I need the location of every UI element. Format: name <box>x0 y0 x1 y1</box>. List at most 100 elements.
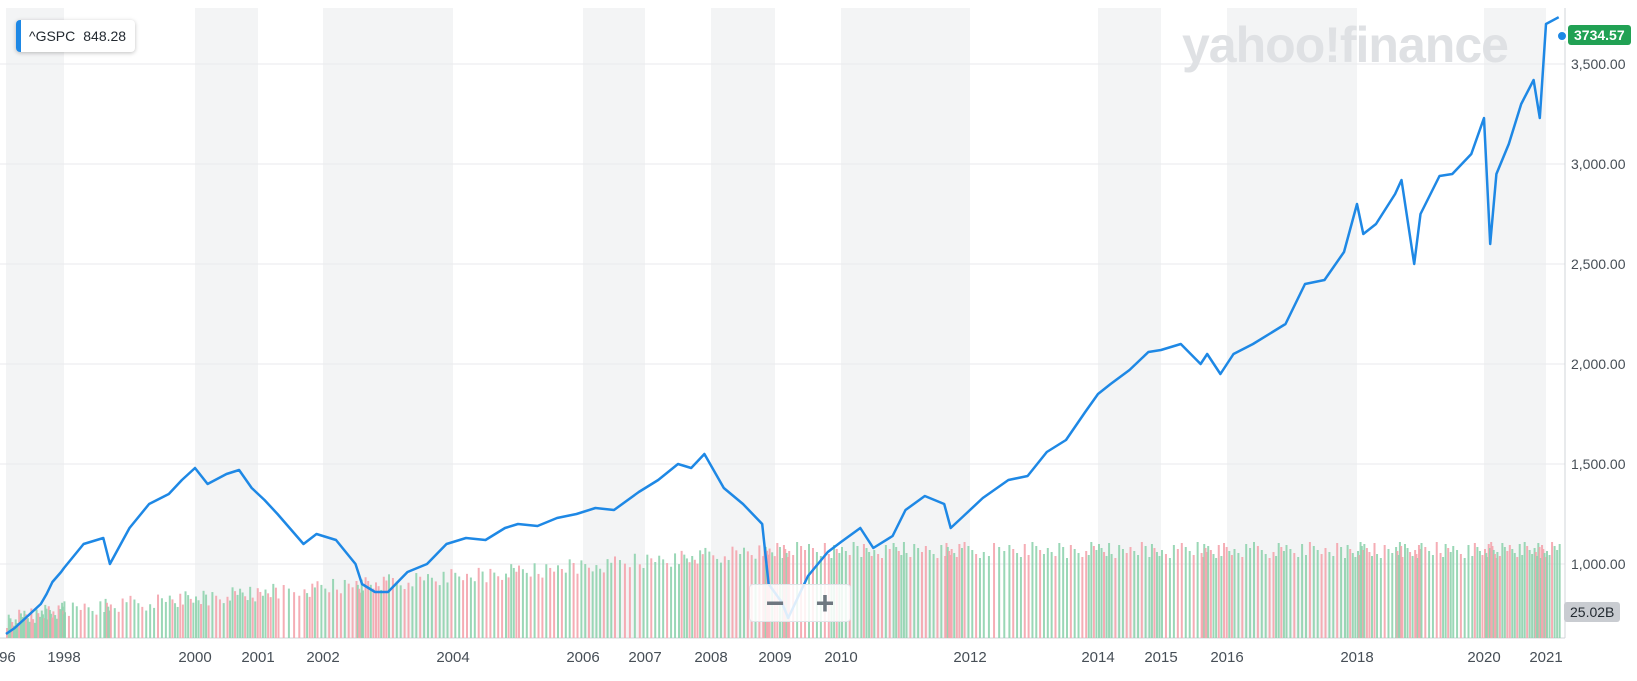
volume-bar <box>262 596 264 638</box>
volume-bar <box>953 553 955 638</box>
volume-bar <box>1210 550 1212 638</box>
volume-bar <box>909 557 911 638</box>
volume-bar <box>654 562 656 638</box>
volume-bar <box>1118 545 1120 638</box>
volume-bar <box>1546 551 1548 638</box>
volume-bar <box>493 573 495 638</box>
volume-bar <box>1301 544 1303 638</box>
yahoo-finance-logo: yahoo!finance <box>1182 16 1508 74</box>
volume-bar <box>595 565 597 638</box>
volume-bar <box>174 603 176 638</box>
volume-bar <box>223 603 225 638</box>
volume-bar <box>1228 551 1230 638</box>
y-tick-label: 3,000.00 <box>1571 156 1626 172</box>
volume-bar <box>1506 551 1508 638</box>
volume-bar <box>530 577 532 638</box>
volume-bar <box>1220 556 1222 638</box>
volume-bar <box>683 555 685 638</box>
volume-bar <box>182 605 184 638</box>
volume-bar <box>1354 557 1356 638</box>
volume-bar <box>92 611 94 638</box>
volume-bar <box>114 608 116 638</box>
volume-bar <box>588 568 590 638</box>
volume-bar <box>320 585 322 638</box>
volume-bar <box>187 595 189 638</box>
volume-bar <box>619 560 621 638</box>
volume-bar <box>1328 552 1330 638</box>
volume-bar <box>311 584 313 638</box>
volume-bar <box>1207 546 1209 638</box>
volume-bar <box>1407 548 1409 638</box>
volume-bar <box>72 603 74 638</box>
volume-bar <box>1197 542 1199 638</box>
volume-bar <box>408 583 410 638</box>
chart-area[interactable]: 1,000.001,500.002,000.002,500.003,000.00… <box>0 0 1637 681</box>
volume-bar <box>1278 543 1280 638</box>
volume-bar <box>553 572 555 638</box>
volume-bar <box>933 554 935 638</box>
volume-bar <box>1529 550 1531 638</box>
volume-bar <box>853 542 855 638</box>
volume-bar <box>385 581 387 638</box>
volume-bar <box>208 605 210 638</box>
volume-bar <box>1237 553 1239 638</box>
volume-bar <box>1363 544 1365 638</box>
volume-bar <box>237 595 239 638</box>
volume-bar <box>666 563 668 638</box>
volume-bar <box>165 602 167 638</box>
volume-bar <box>1215 558 1217 638</box>
volume-bar <box>1098 544 1100 638</box>
volume-bar <box>252 598 254 638</box>
volume-bar <box>716 559 718 638</box>
volume-bar <box>1212 554 1214 638</box>
volume-bar <box>332 579 334 638</box>
volume-bar <box>863 544 865 638</box>
volume-bar <box>64 612 66 638</box>
zoom-out-button[interactable]: − <box>766 587 785 619</box>
volume-bar <box>1551 542 1553 638</box>
volume-bar <box>1436 542 1438 638</box>
volume-bar <box>1313 546 1315 638</box>
volume-bar <box>275 588 277 638</box>
volume-bar <box>1151 544 1153 638</box>
volume-bar <box>893 543 895 638</box>
volume-bar <box>439 585 441 638</box>
volume-bar <box>1101 548 1103 638</box>
volume-bar <box>696 564 698 638</box>
volume-bar <box>423 580 425 638</box>
volume-bar <box>141 607 143 638</box>
volume-bar <box>1309 542 1311 638</box>
volume-bar <box>1111 554 1113 638</box>
volume-bar <box>36 610 38 638</box>
volume-bar <box>1476 547 1478 638</box>
volume-bar <box>988 556 990 638</box>
volume-bar <box>32 619 34 638</box>
volume-bar <box>728 560 730 638</box>
series-legend[interactable]: ^GSPC 848.28 <box>16 20 135 52</box>
volume-bar <box>478 568 480 638</box>
volume-bar <box>257 588 259 638</box>
volume-bar <box>639 564 641 638</box>
x-tick-label: 2007 <box>628 649 661 666</box>
zoom-in-button[interactable]: + <box>816 587 835 619</box>
volume-bar <box>68 616 70 638</box>
volume-bar <box>314 587 316 638</box>
volume-bar <box>599 569 601 638</box>
volume-bar <box>324 589 326 638</box>
volume-bar <box>1519 544 1521 638</box>
volume-bar <box>39 617 41 638</box>
volume-bar <box>1368 552 1370 638</box>
volume-bar <box>871 556 873 638</box>
x-tick-label: 2009 <box>758 649 791 666</box>
volume-bar <box>1275 556 1277 638</box>
volume-bar <box>27 618 29 638</box>
volume-bar <box>378 586 380 638</box>
volume-bar <box>1321 554 1323 638</box>
volume-bar <box>670 567 672 638</box>
volume-bar <box>161 598 163 638</box>
volume-bar <box>370 585 372 638</box>
volume-bar <box>232 587 234 638</box>
volume-bar <box>431 578 433 638</box>
volume-bar <box>1062 547 1064 638</box>
volume-bar <box>646 555 648 638</box>
